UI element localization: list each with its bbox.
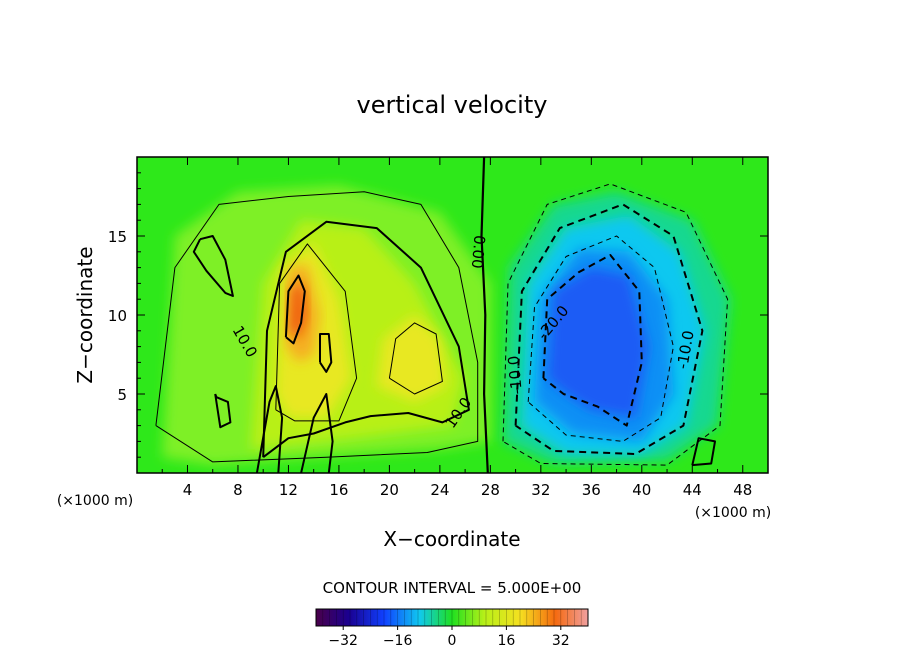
colorbar: −32 −16 0 16 32 xyxy=(315,608,589,649)
contour-line-13 xyxy=(514,203,704,455)
contour-line-6 xyxy=(255,385,284,473)
color-region-3 xyxy=(376,315,447,402)
x-tick-label: 12 xyxy=(279,481,298,499)
contour-line-12 xyxy=(502,183,729,466)
chart-title: vertical velocity xyxy=(357,91,548,119)
x-tick-label: 36 xyxy=(582,481,601,499)
x-tick-label: 16 xyxy=(329,481,348,499)
contour-label: -10.0 xyxy=(504,355,525,395)
x-tick-label: 44 xyxy=(683,481,702,499)
colorbar-tick-label: 0 xyxy=(448,633,457,649)
contour-line-9 xyxy=(155,191,479,463)
contour-line-3 xyxy=(284,274,306,345)
contour-line-1 xyxy=(262,220,470,458)
x-unit-right: (×1000 m) xyxy=(695,505,771,521)
contour-line-2 xyxy=(192,235,234,297)
color-region-5 xyxy=(288,283,308,339)
x-tick-label: 40 xyxy=(632,481,651,499)
contour-line-10 xyxy=(275,243,358,422)
colorbar-tick-label: −16 xyxy=(383,633,413,649)
x-tick-label: 48 xyxy=(733,481,752,499)
colorbar-ticks: −32 −16 0 16 32 xyxy=(328,626,570,649)
colorbar-tick-label: 32 xyxy=(552,633,570,649)
y-axis-label: Z−coordinate xyxy=(73,246,97,383)
colorbar-segments xyxy=(322,609,582,626)
x-tick-label: 20 xyxy=(380,481,399,499)
x-tick-label: 28 xyxy=(481,481,500,499)
colorbar-tick-label: −32 xyxy=(328,633,358,649)
contour-line-8 xyxy=(691,437,716,467)
y-tick-label: 5 xyxy=(117,386,127,404)
contour-line-11 xyxy=(388,322,443,395)
contour-interval-text: CONTOUR INTERVAL = 5.000E+00 xyxy=(323,579,582,597)
contour-line-14 xyxy=(527,235,674,442)
x-tick-label: 24 xyxy=(430,481,449,499)
x-tick-label: 32 xyxy=(531,481,550,499)
color-region-9 xyxy=(547,267,649,418)
y-axis-ticks: 5 10 15 xyxy=(108,172,768,458)
x-unit-left: (×1000 m) xyxy=(57,493,133,509)
contour-line-4 xyxy=(319,333,333,373)
contour-line-0 xyxy=(480,157,489,473)
contour-line-7 xyxy=(300,393,334,473)
y-tick-label: 15 xyxy=(108,228,127,246)
contour-line-5 xyxy=(214,393,232,429)
x-tick-label: 4 xyxy=(183,481,193,499)
x-axis-label: X−coordinate xyxy=(383,527,520,551)
x-axis-ticks: 4 8 12 16 20 24 28 32 36 40 44 48 xyxy=(161,157,752,499)
contour-line-15 xyxy=(542,254,643,427)
contour-label: 0.00 xyxy=(468,234,489,269)
x-tick-label: 8 xyxy=(233,481,243,499)
color-field xyxy=(137,157,768,473)
colorbar-tick-label: 16 xyxy=(497,633,515,649)
y-tick-label: 10 xyxy=(108,307,127,325)
contour-lines xyxy=(155,157,729,473)
